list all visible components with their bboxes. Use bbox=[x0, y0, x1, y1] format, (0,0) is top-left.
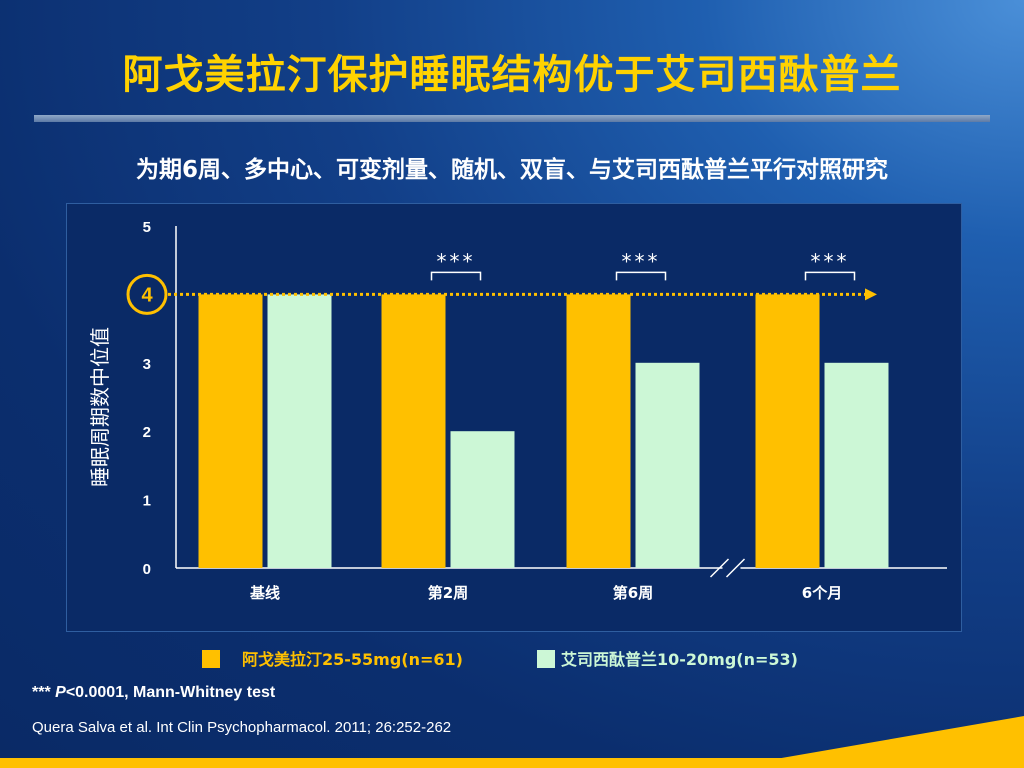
axis-break-mark-left bbox=[709, 558, 730, 578]
reference-arrow-icon bbox=[865, 288, 877, 301]
footnote-p: P bbox=[55, 684, 66, 701]
y-tick-label-3: 3 bbox=[143, 356, 151, 373]
title-divider bbox=[34, 115, 990, 122]
legend-label-escitalopram: 艾司西酞普兰10-20mg(n=53) bbox=[561, 650, 798, 669]
footnote-stars: *** bbox=[32, 684, 51, 701]
legend-item-escitalopram: 艾司西酞普兰10-20mg(n=53) bbox=[537, 646, 798, 669]
legend-label-agomelatine: 阿戈美拉汀25-55mg(n=61) bbox=[242, 650, 463, 669]
bottom-accent-stripe bbox=[0, 758, 1024, 768]
x-tick-label-3: 6个月 bbox=[802, 584, 842, 602]
axis-break-mark-right bbox=[725, 558, 746, 578]
significance-label-1: *** bbox=[437, 249, 476, 273]
x-tick-label-1: 第2周 bbox=[428, 584, 468, 602]
significance-bracket-1 bbox=[430, 271, 482, 281]
legend-swatch-escitalopram bbox=[537, 650, 555, 668]
footnote-test: <0.0001, Mann-Whitney test bbox=[65, 684, 276, 701]
y-tick-label-5: 5 bbox=[143, 219, 151, 236]
y-tick-label-2: 2 bbox=[143, 424, 151, 441]
bar-escitalopram-1 bbox=[450, 431, 515, 568]
bar-agomelatine-0 bbox=[198, 294, 263, 568]
slide-title: 阿戈美拉汀保护睡眠结构优于艾司西酞普兰 bbox=[122, 52, 902, 98]
bar-escitalopram-0 bbox=[267, 294, 332, 568]
legend-item-agomelatine: 阿戈美拉汀25-55mg(n=61) bbox=[202, 646, 463, 669]
axis-break-gap bbox=[722, 566, 741, 571]
reference-badge bbox=[126, 273, 168, 315]
x-tick-label-2: 第6周 bbox=[613, 584, 653, 602]
significance-label-2: *** bbox=[622, 249, 661, 273]
significance-bracket-2 bbox=[615, 271, 667, 281]
significance-label-3: *** bbox=[811, 249, 850, 273]
bar-escitalopram-2 bbox=[635, 362, 700, 568]
x-tick-label-0: 基线 bbox=[249, 584, 280, 602]
bar-agomelatine-1 bbox=[381, 294, 446, 568]
legend-swatch-agomelatine bbox=[202, 650, 220, 668]
y-tick-label-1: 1 bbox=[143, 493, 151, 510]
slide-subtitle: 为期6周、多中心、可变剂量、随机、双盲、与艾司西酞普兰平行对照研究 bbox=[135, 157, 888, 183]
significance-bracket-3 bbox=[804, 271, 856, 281]
bar-escitalopram-3 bbox=[824, 362, 889, 568]
citation: Quera Salva et al. Int Clin Psychopharma… bbox=[32, 719, 452, 736]
y-tick-label-0: 0 bbox=[143, 561, 151, 578]
bar-agomelatine-2 bbox=[566, 294, 631, 568]
reference-badge-label: 4 bbox=[141, 284, 153, 306]
y-axis-title: 睡眠周期数中位值 bbox=[88, 327, 112, 487]
bar-agomelatine-3 bbox=[755, 294, 820, 568]
significance-footnote: *** P<0.0001, Mann-Whitney test bbox=[32, 684, 275, 702]
chart-panel: 0 1 2 3 5 睡眠周期数中位值基线 第2周 *** 第6周 *** 6个月 *** 4 bbox=[66, 203, 962, 632]
